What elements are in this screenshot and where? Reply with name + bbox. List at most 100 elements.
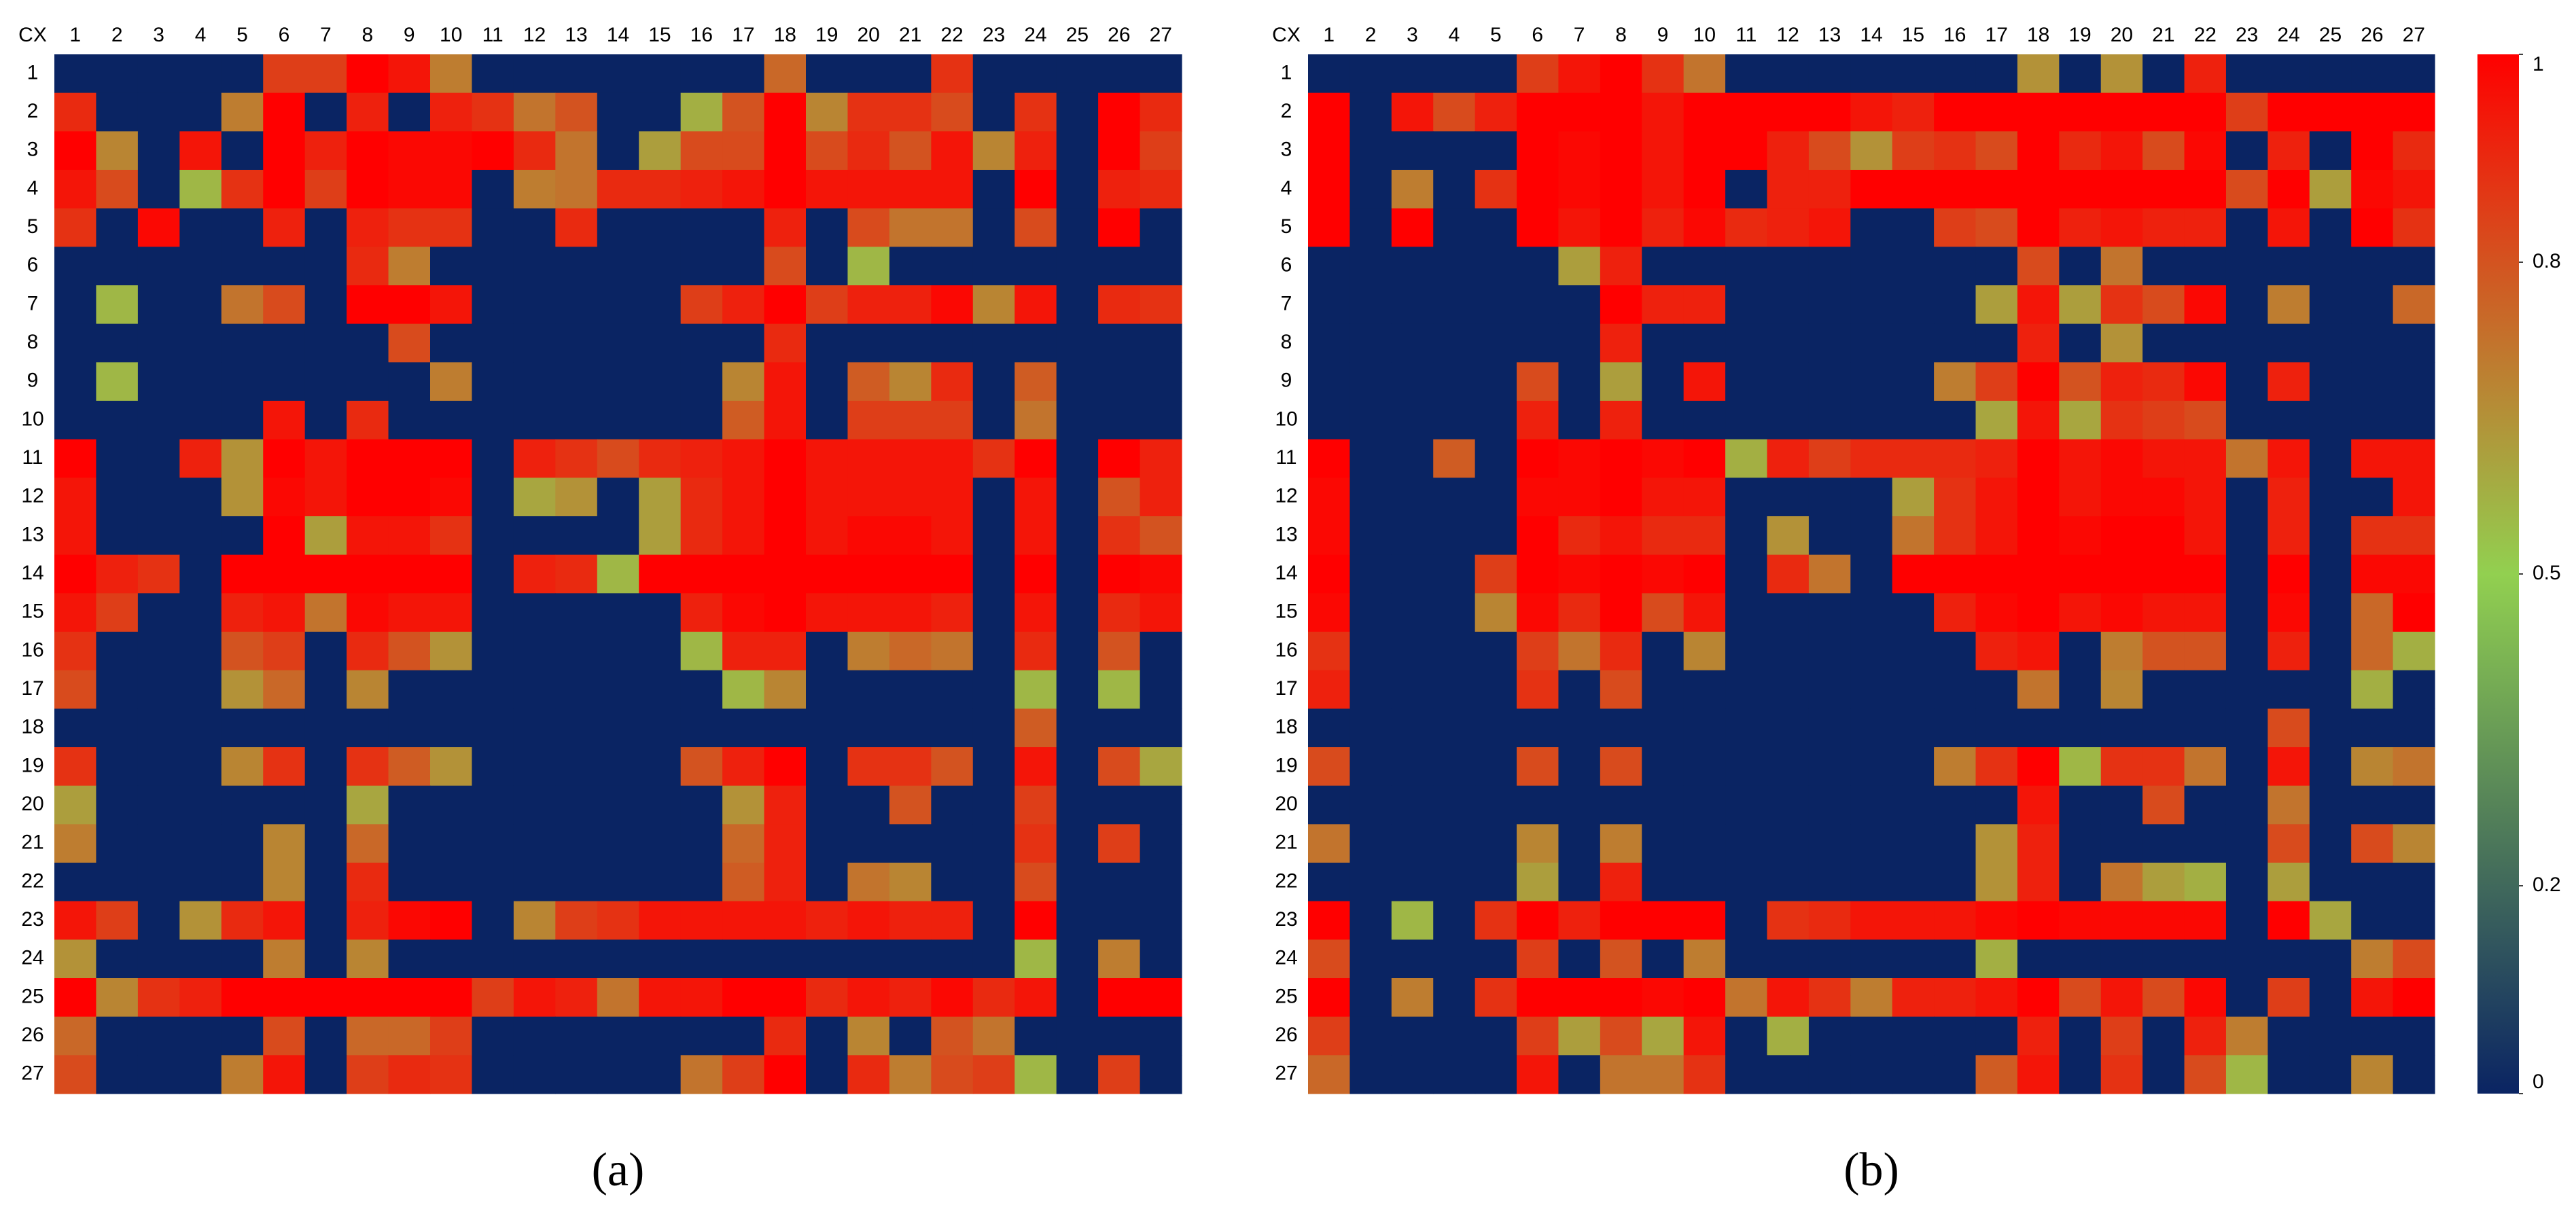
heatmap-cell <box>2017 1016 2060 1056</box>
heatmap-cell <box>972 1016 1015 1056</box>
heatmap-cell <box>1056 901 1099 940</box>
heatmap-cell <box>2225 708 2268 748</box>
heatmap-cell <box>1014 1055 1057 1094</box>
y-tick-label: 14 <box>21 562 43 584</box>
heatmap-cell <box>1808 92 1851 132</box>
heatmap-cell <box>1767 170 1810 209</box>
y-tick-label: 13 <box>1275 523 1297 545</box>
heatmap-cell <box>1098 593 1141 632</box>
heatmap-cell <box>1892 54 1935 94</box>
colorbar <box>2477 54 2519 1094</box>
heatmap-cell <box>137 208 180 247</box>
heatmap-cell <box>931 439 974 478</box>
heatmap-cell <box>889 323 932 363</box>
heatmap-cell <box>54 785 97 825</box>
x-tick-label: 8 <box>1615 24 1627 46</box>
heatmap-cell <box>2309 54 2352 94</box>
heatmap-cell <box>388 670 431 709</box>
heatmap-cell <box>597 170 639 209</box>
y-tick-label: 24 <box>1275 947 1297 969</box>
heatmap-cell <box>722 785 765 825</box>
heatmap-cell <box>1517 54 1559 94</box>
heatmap-cell <box>54 362 97 401</box>
heatmap-cell <box>806 785 849 825</box>
heatmap-cell <box>847 92 890 132</box>
heatmap-cell <box>806 670 849 709</box>
heatmap-cell <box>931 323 974 363</box>
heatmap-cell <box>137 439 180 478</box>
heatmap-cell <box>1642 439 1684 478</box>
heatmap-cell <box>2309 478 2352 517</box>
heatmap-cell <box>1433 939 1476 979</box>
heatmap-cell <box>1600 632 1642 671</box>
colorbar-tick-label: 0.2 <box>2533 874 2561 896</box>
heatmap-cell <box>179 901 222 940</box>
heatmap-cell <box>1808 785 1851 825</box>
x-tick-label: 1 <box>69 24 81 46</box>
x-tick-label: 23 <box>983 24 1005 46</box>
heatmap-cell <box>54 323 97 363</box>
heatmap-cell <box>1517 516 1559 556</box>
heatmap-cell <box>2100 593 2143 632</box>
heatmap-cell <box>1892 708 1935 748</box>
heatmap-cell <box>889 708 932 748</box>
y-tick-label: 8 <box>1281 331 1292 353</box>
heatmap-cell <box>639 285 682 325</box>
heatmap-cell <box>1433 632 1476 671</box>
heatmap-cell <box>2225 54 2268 94</box>
heatmap-cell <box>1850 323 1893 363</box>
heatmap-cell <box>304 92 347 132</box>
heatmap-cell <box>304 785 347 825</box>
heatmap-cell <box>2059 863 2102 902</box>
heatmap-cell <box>388 554 431 594</box>
heatmap-cell <box>347 401 389 440</box>
heatmap-cell <box>347 670 389 709</box>
heatmap-cell <box>889 1055 932 1094</box>
heatmap-cell <box>1892 554 1935 594</box>
heatmap-cell <box>972 516 1015 556</box>
heatmap-cell <box>847 747 890 787</box>
heatmap-cell <box>430 978 473 1018</box>
heatmap-cell <box>1934 478 1977 517</box>
heatmap-cell <box>221 478 264 517</box>
heatmap-cell <box>472 362 514 401</box>
heatmap-cell <box>2225 1055 2268 1094</box>
heatmap-cell <box>639 362 682 401</box>
y-tick-label: 22 <box>21 869 43 892</box>
heatmap-cell <box>1642 478 1684 517</box>
heatmap-cell <box>1433 593 1476 632</box>
heatmap-cell <box>639 708 682 748</box>
heatmap-cell <box>388 247 431 286</box>
heatmap-cell <box>2351 939 2394 979</box>
heatmap-cell <box>54 439 97 478</box>
heatmap-cell <box>388 1016 431 1056</box>
heatmap-cell <box>1892 978 1935 1018</box>
heatmap-cell <box>1140 247 1182 286</box>
heatmap-cell <box>1975 747 2018 787</box>
heatmap-cell <box>1014 978 1057 1018</box>
heatmap-cell <box>597 1016 639 1056</box>
heatmap-cell <box>2268 54 2310 94</box>
heatmap-cell <box>54 824 97 863</box>
heatmap-cell <box>263 401 306 440</box>
heatmap-cell <box>1517 208 1559 247</box>
heatmap-cell <box>388 1055 431 1094</box>
heatmap-cell <box>2059 593 2102 632</box>
heatmap-cell <box>1433 824 1476 863</box>
heatmap-cell <box>1808 247 1851 286</box>
y-tick-label: 10 <box>21 408 43 430</box>
y-tick-label: 10 <box>1275 408 1297 430</box>
heatmap-cell <box>1767 516 1810 556</box>
y-tick-label: 16 <box>21 639 43 661</box>
heatmap-cell <box>2184 208 2227 247</box>
heatmap-cell <box>2184 362 2227 401</box>
heatmap-cell <box>2184 54 2227 94</box>
heatmap-cell <box>1308 131 1351 170</box>
heatmap-cell <box>263 1055 306 1094</box>
heatmap-cell <box>1808 54 1851 94</box>
heatmap-cell <box>555 939 598 979</box>
heatmap-cell <box>2017 131 2060 170</box>
heatmap-cell <box>430 516 473 556</box>
heatmap-cell <box>722 362 765 401</box>
heatmap-cell <box>2184 554 2227 594</box>
